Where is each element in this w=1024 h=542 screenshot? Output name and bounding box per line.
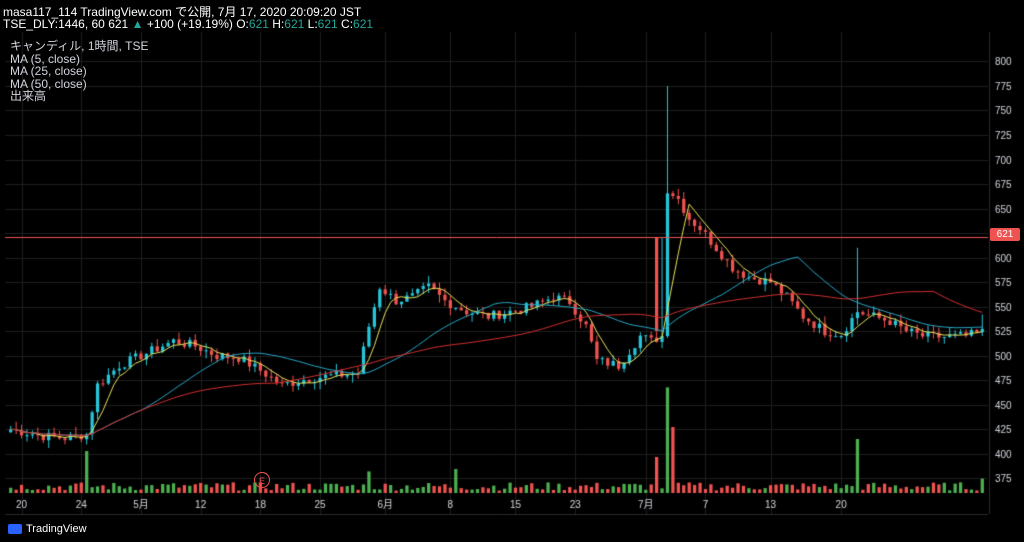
open-label: O: [236, 17, 249, 31]
indicator-legend: キャンディル, 1時間, TSE MA (5, close) MA (25, c… [10, 40, 149, 103]
earnings-badge[interactable]: E [254, 472, 270, 488]
close-value: 621 [353, 17, 374, 31]
open-value: 621 [248, 17, 269, 31]
legend-ma25[interactable]: MA (25, close) [10, 64, 87, 78]
branding-label: TradingView [26, 523, 87, 535]
high-value: 621 [284, 17, 305, 31]
publish-info: masa117_114 TradingView.com で公開, 7月 17, … [3, 5, 362, 19]
symbol-label: TSE_DLY:1446, 60 [3, 17, 105, 31]
high-label: H: [272, 17, 285, 31]
legend-volume[interactable]: 出来高 [10, 89, 47, 103]
low-label: L: [307, 17, 318, 31]
ohlc-bar: TSE_DLY:1446, 60 621 ▲ +100 (+19.19%) O:… [3, 17, 373, 31]
legend-main[interactable]: キャンディル, 1時間, TSE [10, 39, 149, 53]
up-arrow-icon: ▲ [131, 17, 144, 31]
tradingview-logo[interactable]: TradingView [8, 523, 87, 535]
change-value: +100 (+19.19%) [146, 17, 233, 31]
current-price-tag: 621 [990, 228, 1020, 241]
legend-ma50[interactable]: MA (50, close) [10, 76, 87, 91]
last-price: 621 [108, 17, 129, 31]
low-value: 621 [317, 17, 338, 31]
tradingview-icon [8, 524, 22, 534]
close-label: C: [341, 17, 354, 31]
legend-ma5[interactable]: MA (5, close) [10, 51, 81, 66]
